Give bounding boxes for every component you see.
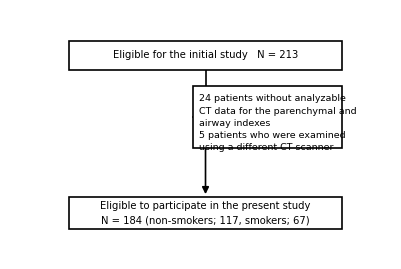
Bar <box>193 86 342 148</box>
Bar <box>69 197 342 229</box>
Text: Eligible to participate in the present study
N = 184 (non-smokers; 117, smokers;: Eligible to participate in the present s… <box>100 201 311 225</box>
Text: 24 patients without analyzable
CT data for the parenchymal and
airway indexes
5 : 24 patients without analyzable CT data f… <box>199 94 357 152</box>
Bar <box>69 41 342 70</box>
Text: Eligible for the initial study   N = 213: Eligible for the initial study N = 213 <box>113 50 298 60</box>
